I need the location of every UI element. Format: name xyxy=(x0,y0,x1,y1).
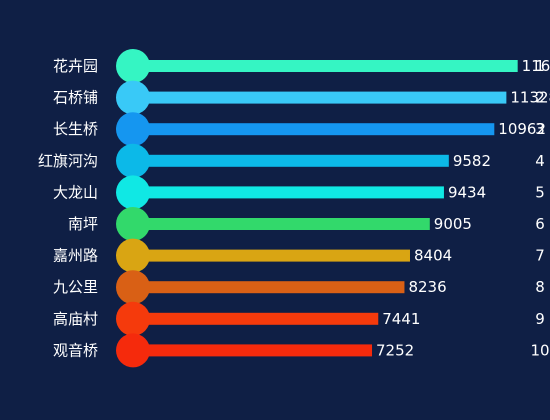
category-label: 大龙山 xyxy=(53,183,98,201)
bar-row: 花卉园 116711 xyxy=(53,49,550,83)
rank-label: 9 xyxy=(535,310,545,328)
category-label: 花卉园 xyxy=(53,57,98,75)
bar xyxy=(133,249,410,262)
bar-cap-dot xyxy=(116,143,150,178)
category-label: 高庙村 xyxy=(53,310,98,328)
value-label: 8404 xyxy=(414,247,452,265)
bar-cap-dot xyxy=(116,112,150,147)
bar-cap-dot xyxy=(116,238,150,273)
bar-row: 九公里 8236 8 xyxy=(53,270,545,305)
rank-label: 2 xyxy=(535,89,545,107)
bar-cap-dot xyxy=(116,175,150,210)
rank-label: 3 xyxy=(535,120,545,138)
bar-row: 高庙村 7441 9 xyxy=(53,301,545,336)
value-label: 8236 xyxy=(408,278,446,296)
value-label: 9434 xyxy=(448,183,486,201)
bar-row: 嘉州路 8404 7 xyxy=(53,238,545,273)
bar-cap-dot xyxy=(116,80,150,115)
bar xyxy=(133,344,373,357)
bar xyxy=(133,281,405,294)
value-label: 7441 xyxy=(382,310,420,328)
category-label: 石桥铺 xyxy=(53,89,98,107)
bar-row: 南坪 9005 6 xyxy=(68,207,545,241)
value-label: 9582 xyxy=(453,152,491,170)
category-label: 长生桥 xyxy=(53,120,98,138)
value-label: 10962 xyxy=(498,120,546,138)
bar-row: 观音桥 7252 10 xyxy=(53,333,550,368)
rank-label: 4 xyxy=(535,152,545,170)
bar xyxy=(133,218,430,230)
rank-label: 1 xyxy=(535,57,545,75)
value-label: 7252 xyxy=(376,341,414,359)
rank-label: 5 xyxy=(535,183,545,201)
bar-cap-dot xyxy=(116,333,150,368)
rank-label: 10 xyxy=(530,341,549,359)
category-label: 红旗河沟 xyxy=(38,152,98,170)
bar xyxy=(133,123,495,136)
category-label: 嘉州路 xyxy=(53,247,98,265)
bar-cap-dot xyxy=(116,270,150,305)
bar xyxy=(133,312,379,325)
bar-cap-dot xyxy=(116,49,150,83)
bar xyxy=(133,154,449,167)
bar-row: 大龙山 9434 5 xyxy=(53,175,545,210)
value-label: 11328 xyxy=(510,89,550,107)
value-label: 11671 xyxy=(522,57,550,75)
bar xyxy=(133,91,507,104)
category-label: 南坪 xyxy=(68,215,98,233)
bar-row: 石桥铺 113282 xyxy=(53,80,550,115)
bar-cap-dot xyxy=(116,207,150,241)
rank-label: 8 xyxy=(535,278,545,296)
bar xyxy=(133,60,518,72)
bar-row: 红旗河沟 9582 4 xyxy=(38,143,545,178)
value-label: 9005 xyxy=(434,215,472,233)
bar xyxy=(133,186,444,199)
rank-label: 6 xyxy=(535,215,545,233)
bar-cap-dot xyxy=(116,301,150,336)
rank-label: 7 xyxy=(535,247,545,265)
category-label: 九公里 xyxy=(53,278,98,296)
category-label: 观音桥 xyxy=(53,341,98,359)
